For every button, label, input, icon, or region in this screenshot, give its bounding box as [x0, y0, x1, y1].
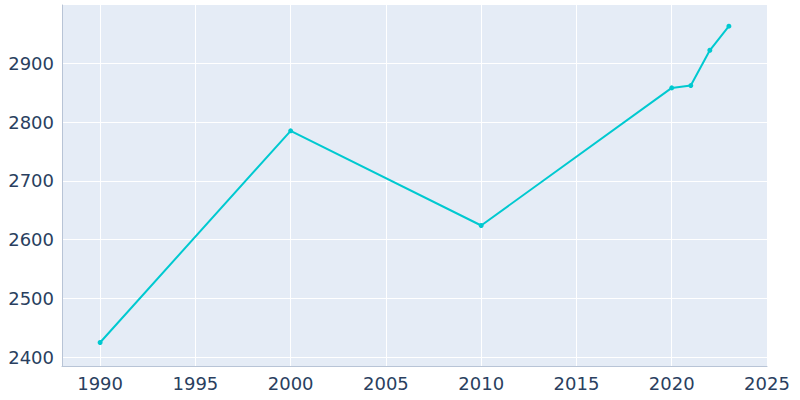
svg-text:2800: 2800 — [8, 112, 54, 133]
svg-text:1995: 1995 — [172, 373, 218, 394]
svg-text:2700: 2700 — [8, 170, 54, 191]
svg-text:2600: 2600 — [8, 229, 54, 250]
svg-text:2000: 2000 — [268, 373, 314, 394]
svg-text:2900: 2900 — [8, 53, 54, 74]
svg-text:2015: 2015 — [554, 373, 600, 394]
svg-text:2005: 2005 — [363, 373, 409, 394]
svg-text:2400: 2400 — [8, 347, 54, 368]
svg-text:2020: 2020 — [649, 373, 695, 394]
svg-text:2025: 2025 — [744, 373, 790, 394]
svg-text:2500: 2500 — [8, 288, 54, 309]
svg-text:2010: 2010 — [458, 373, 504, 394]
svg-text:1990: 1990 — [77, 373, 123, 394]
